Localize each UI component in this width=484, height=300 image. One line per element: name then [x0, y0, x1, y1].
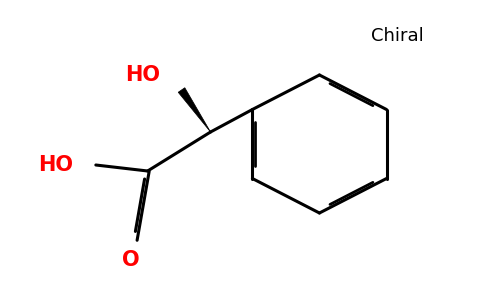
Text: HO: HO	[125, 65, 160, 85]
Polygon shape	[178, 88, 211, 132]
Text: Chiral: Chiral	[371, 27, 423, 45]
Text: HO: HO	[38, 155, 73, 175]
Text: O: O	[122, 250, 139, 269]
